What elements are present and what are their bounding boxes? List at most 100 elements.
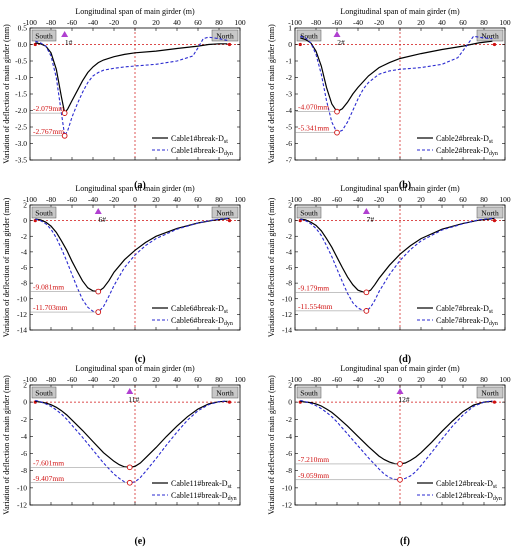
- peak-value-label: -11.703mm: [33, 303, 68, 312]
- broken-cable-marker: [362, 208, 370, 214]
- station-label: 12#: [398, 395, 410, 404]
- y-tick-label: -2: [21, 232, 27, 241]
- series-static-line: [300, 217, 495, 293]
- y-tick-label: -8: [21, 466, 27, 475]
- y-tick-label: -4: [21, 247, 27, 256]
- x-tick-label: -20: [374, 375, 384, 384]
- north-label: North: [216, 389, 234, 398]
- support-marker: [227, 400, 232, 404]
- peak-marker: [126, 479, 133, 486]
- x-tick-label: 0: [133, 18, 137, 27]
- broken-cable-marker: [126, 388, 134, 394]
- station-label: 1#: [65, 38, 73, 47]
- panel-caption: (b): [399, 180, 411, 191]
- x-tick-label: -80: [311, 375, 321, 384]
- y-tick-label: -0.5: [15, 57, 27, 66]
- y-tick-label: -12: [282, 501, 292, 510]
- x-tick-label: 100: [499, 375, 511, 384]
- x-tick-label: -80: [46, 195, 56, 204]
- chart-panel: -100 -80 -60 -40 -20 0 20 40 60 80 100Longitudinal…: [2, 184, 246, 337]
- y-tick-label: -2: [286, 415, 292, 424]
- peak-marker: [61, 110, 68, 116]
- y-axis-label: Variation of deflection of main girder (…: [2, 197, 11, 337]
- x-tick-label: -80: [46, 18, 56, 27]
- x-tick-label: 20: [152, 195, 160, 204]
- support-marker: [227, 219, 232, 223]
- panel-caption: (a): [134, 180, 146, 191]
- x-tick-label: -80: [311, 18, 321, 27]
- north-label: North: [481, 209, 499, 218]
- x-tick-label: -100: [23, 195, 37, 204]
- panel-caption: (c): [134, 354, 145, 365]
- support-marker: [492, 400, 497, 404]
- panel-caption: (d): [399, 354, 411, 365]
- north-label: North: [481, 389, 499, 398]
- legend-dynamic-label: Cable11#break-Ddyn: [171, 491, 237, 502]
- legend-dynamic-label: Cable6#break-Ddyn: [171, 316, 233, 327]
- x-tick-label: -20: [109, 18, 119, 27]
- north-label-box: [211, 206, 239, 219]
- x-tick-label: -20: [374, 195, 384, 204]
- x-tick-label: 80: [215, 195, 223, 204]
- y-tick-label: 2: [288, 201, 292, 210]
- x-tick-label: -40: [353, 195, 363, 204]
- x-tick-label: 80: [215, 375, 223, 384]
- station-label: 7#: [367, 215, 375, 224]
- x-tick-label: -100: [23, 375, 37, 384]
- north-label: North: [216, 32, 234, 41]
- north-label-box: [211, 386, 239, 399]
- y-axis-label: Variation of deflection of main girder (…: [2, 375, 11, 515]
- peak-marker: [95, 309, 102, 315]
- peak-value-label: -9.059mm: [298, 471, 329, 480]
- x-tick-label: -20: [109, 195, 119, 204]
- peak-marker: [126, 464, 133, 471]
- peak-value-label: -7.210mm: [298, 455, 329, 464]
- y-tick-label: 0: [288, 216, 292, 225]
- series-static-line: [35, 42, 228, 115]
- x-tick-label: 60: [459, 195, 467, 204]
- x-tick-label: 100: [499, 195, 511, 204]
- x-tick-label: 100: [234, 18, 246, 27]
- peak-marker: [334, 108, 340, 115]
- series-static-line: [300, 400, 493, 465]
- x-axis-label: Longitudinal span of main girder (m): [340, 364, 460, 373]
- y-tick-label: -2: [286, 232, 292, 241]
- x-tick-label: 60: [194, 375, 202, 384]
- y-tick-label: -2: [286, 73, 292, 82]
- x-tick-label: 20: [417, 375, 425, 384]
- south-label-box: [296, 386, 322, 399]
- y-tick-label: -4: [21, 432, 27, 441]
- x-axis-label: Longitudinal span of main girder (m): [75, 364, 195, 373]
- x-tick-label: -20: [374, 18, 384, 27]
- x-tick-label: 60: [459, 18, 467, 27]
- x-tick-label: 20: [152, 18, 160, 27]
- x-tick-label: -80: [311, 195, 321, 204]
- chart-panel: -100 -80 -60 -40 -20 0 20 40 60 80 100Longitudinal…: [2, 7, 246, 165]
- y-tick-label: 0: [288, 40, 292, 49]
- x-tick-label: -40: [88, 195, 98, 204]
- x-tick-label: 80: [480, 375, 488, 384]
- x-tick-label: 40: [438, 195, 446, 204]
- south-label: South: [35, 389, 53, 398]
- series-dynamic-line: [300, 35, 493, 134]
- x-tick-label: 20: [417, 18, 425, 27]
- legend-static-label: Cable1#break-Dst: [171, 134, 228, 145]
- peak-marker: [363, 289, 370, 296]
- y-tick-label: 0: [23, 398, 27, 407]
- series-dynamic-line: [35, 217, 230, 313]
- x-tick-label: -60: [332, 375, 342, 384]
- x-tick-label: 100: [499, 18, 511, 27]
- y-tick-label: -3.0: [15, 139, 27, 148]
- x-tick-label: 60: [194, 195, 202, 204]
- x-tick-label: 80: [215, 18, 223, 27]
- legend-static-label: Cable2#break-Dst: [436, 134, 493, 145]
- y-tick-label: -14: [17, 326, 27, 335]
- peak-value-label: -5.341mm: [298, 124, 329, 133]
- y-tick-label: -1: [286, 57, 292, 66]
- y-tick-label: -10: [282, 483, 292, 492]
- y-tick-label: -6: [21, 263, 27, 272]
- x-tick-label: 20: [152, 375, 160, 384]
- peak-value-label: -11.554mm: [298, 302, 333, 311]
- x-tick-label: 60: [194, 18, 202, 27]
